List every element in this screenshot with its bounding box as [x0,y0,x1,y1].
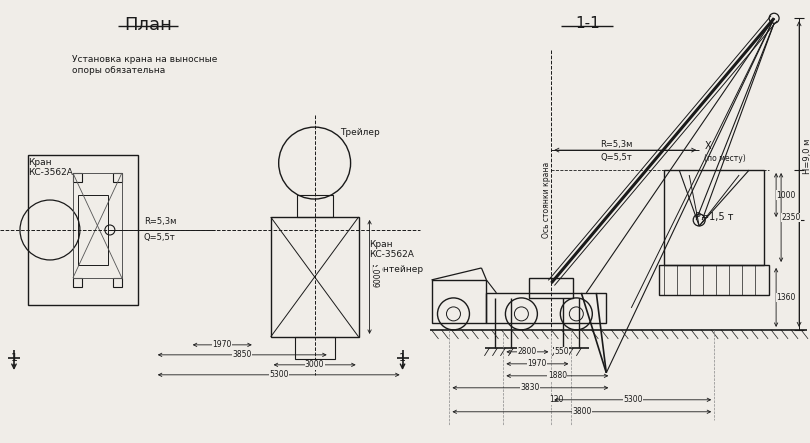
Text: 6000: 6000 [373,267,382,287]
Text: Установка крана на выносные
опоры обязательна: Установка крана на выносные опоры обязат… [72,55,217,74]
Bar [113,278,121,287]
Text: X: X [706,141,712,151]
Text: 5300: 5300 [269,370,288,379]
Text: 1: 1 [11,353,18,363]
Text: (по месту): (по месту) [704,154,746,163]
Text: Q=5,5т: Q=5,5т [600,152,632,162]
Bar [664,170,764,265]
Text: R=5,3м: R=5,3м [143,218,176,226]
Text: 3000: 3000 [305,360,324,369]
Text: 1970: 1970 [527,359,547,368]
Bar [530,278,573,298]
Bar [73,173,122,278]
Bar [432,280,487,323]
Text: Q=5,5т: Q=5,5т [144,233,176,242]
Text: 1880: 1880 [548,371,567,381]
Text: Кран
КС-3562А: Кран КС-3562А [28,158,73,178]
Text: 5300: 5300 [623,395,642,404]
Text: 3800: 3800 [572,407,591,416]
Text: План: План [124,16,172,34]
Text: Кран
КС-3562А: Кран КС-3562А [369,240,415,260]
Bar [78,195,108,265]
Text: Ось стоянки крана: Ось стоянки крана [542,162,551,238]
Bar [73,278,82,287]
Bar [28,155,138,305]
Text: 2800: 2800 [518,347,537,356]
Bar [113,173,121,182]
Text: 550: 550 [554,347,569,356]
Text: P=1,5 т: P=1,5 т [695,212,733,222]
Bar [73,173,82,182]
Text: H=9,0 м: H=9,0 м [803,139,810,174]
Text: 1000: 1000 [777,190,795,199]
Bar [659,265,769,295]
Text: 1970: 1970 [212,340,232,350]
Text: Контейнер: Контейнер [372,265,424,275]
Text: 3830: 3830 [521,383,540,392]
Text: 1-1: 1-1 [575,16,599,31]
Text: 2350: 2350 [782,213,801,222]
Text: R=5,3м: R=5,3м [600,140,633,148]
Text: 3850: 3850 [232,350,252,359]
Text: Трейлер: Трейлер [339,128,379,136]
Text: 1360: 1360 [777,293,795,302]
Bar [271,217,359,337]
Bar [296,195,333,217]
Text: 120: 120 [549,395,564,404]
Bar [487,293,607,323]
Bar [295,337,335,359]
Text: 1: 1 [399,353,406,363]
